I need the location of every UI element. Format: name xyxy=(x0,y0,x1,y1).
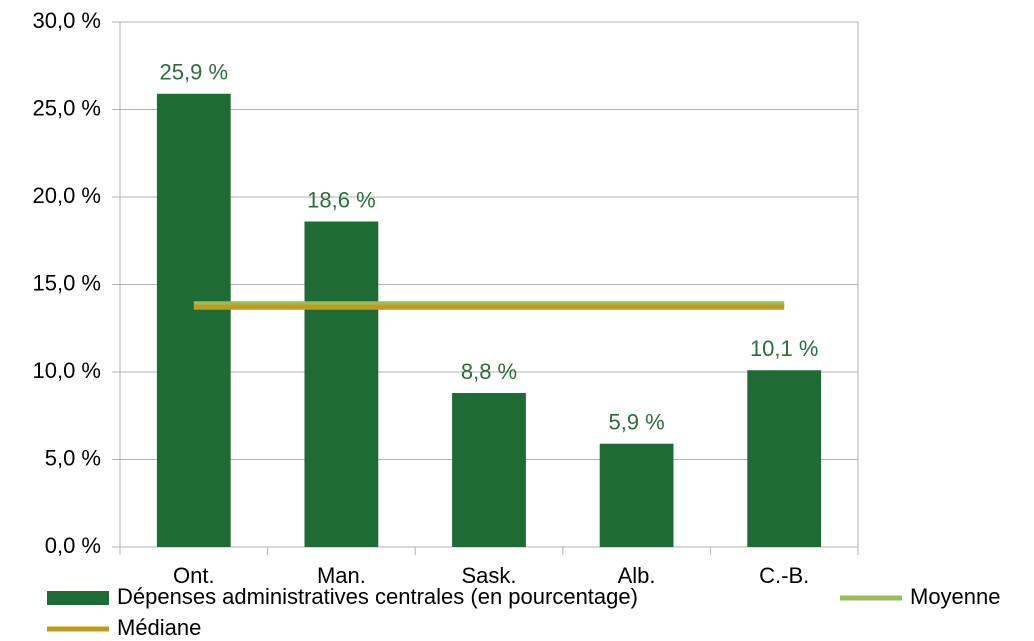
y-tick-label: 20,0 % xyxy=(33,183,102,208)
y-tick-label: 5,0 % xyxy=(45,445,101,470)
x-tick-label: Sask. xyxy=(461,563,516,588)
bar xyxy=(452,393,526,547)
y-tick-label: 30,0 % xyxy=(33,8,102,33)
x-tick-label: Alb. xyxy=(618,563,656,588)
legend-label: Dépenses administratives centrales (en p… xyxy=(117,584,638,609)
x-tick-label: Man. xyxy=(317,563,366,588)
bar xyxy=(304,221,379,547)
legend-swatch xyxy=(47,591,109,605)
legend-label: Moyenne xyxy=(910,584,1001,609)
data-label: 25,9 % xyxy=(160,60,229,85)
data-label: 18,6 % xyxy=(307,187,376,212)
data-label: 10,1 % xyxy=(750,336,819,361)
x-tick-label: C.-B. xyxy=(759,563,809,588)
bar xyxy=(599,443,674,547)
y-tick-label: 25,0 % xyxy=(33,95,102,120)
data-label: 8,8 % xyxy=(461,359,517,384)
bar xyxy=(156,93,231,547)
x-tick-label: Ont. xyxy=(173,563,215,588)
data-label: 5,9 % xyxy=(608,410,664,435)
y-tick-label: 0,0 % xyxy=(45,533,101,558)
legend-label: Médiane xyxy=(117,615,201,640)
bar xyxy=(747,370,822,547)
y-tick-label: 15,0 % xyxy=(33,270,102,295)
y-tick-label: 10,0 % xyxy=(33,358,102,383)
